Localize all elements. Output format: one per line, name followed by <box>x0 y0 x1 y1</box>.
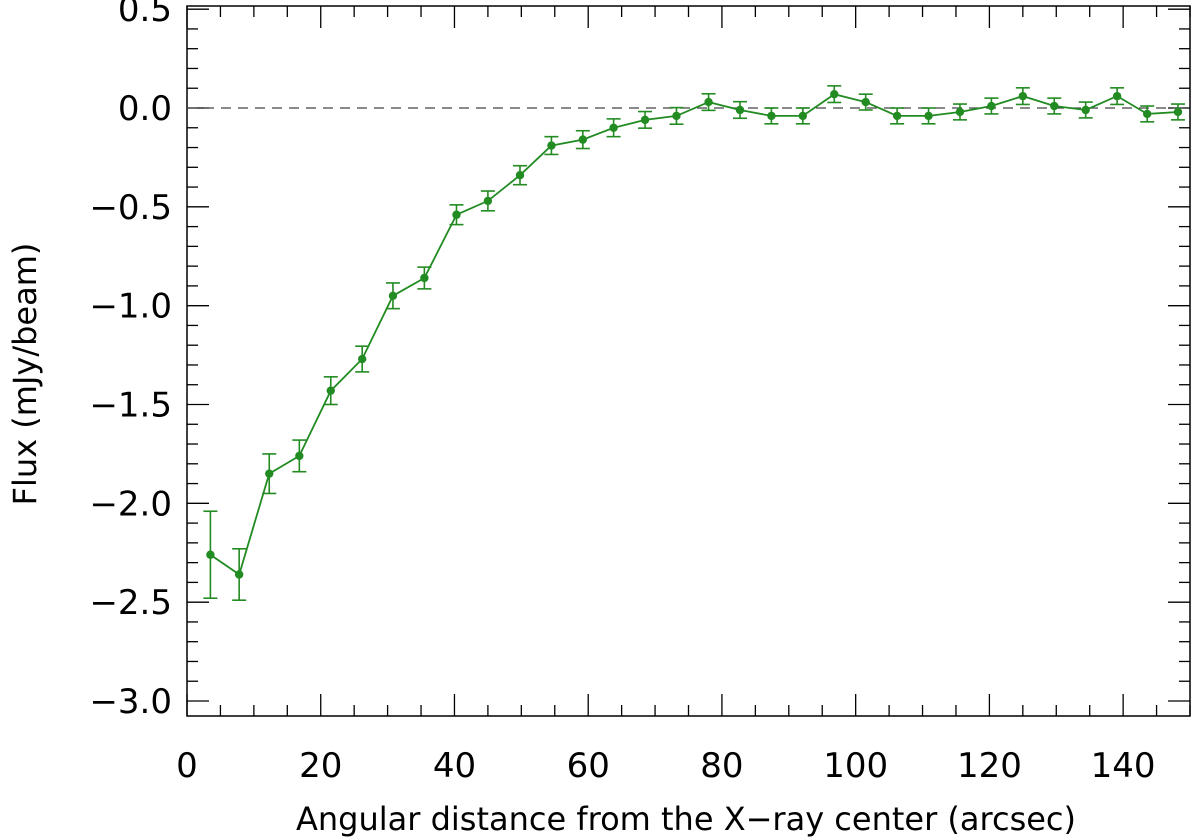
data-point <box>830 89 839 99</box>
data-point <box>672 111 681 121</box>
data-point <box>955 107 965 117</box>
data-point <box>1050 101 1059 111</box>
y-tick-label: 0.5 <box>118 0 172 30</box>
y-tick-label: −2.0 <box>89 484 172 524</box>
x-tick-label: 100 <box>823 746 888 786</box>
data-point <box>892 111 902 121</box>
data-point <box>206 550 215 559</box>
data-point <box>234 570 244 579</box>
data-point <box>987 101 996 111</box>
y-axis-title: Flux (mJy/beam) <box>6 243 44 506</box>
data-point <box>924 111 933 121</box>
x-tick-label: 0 <box>176 746 198 786</box>
data-point <box>861 97 870 107</box>
data-point <box>704 97 713 107</box>
y-tick-label: −1.5 <box>89 386 172 426</box>
x-tick-label: 60 <box>567 746 610 786</box>
data-point <box>515 171 525 180</box>
series-line <box>209 93 1179 576</box>
data-point <box>295 451 304 461</box>
plot-layer: 0 20 40 60 80 100 120 140 0.5 0.0 −0.5 −1.0 −1.5 −2.0… <box>89 0 1191 786</box>
data-point <box>326 386 335 395</box>
data-point <box>1173 107 1183 117</box>
data-point <box>640 115 650 125</box>
y-tick-label: −0.5 <box>89 188 172 228</box>
x-tick-label: 20 <box>299 746 342 786</box>
x-axis-title: Angular distance from the X−ray center (… <box>296 800 1076 838</box>
data-point <box>578 135 588 144</box>
x-tick-label: 140 <box>1091 746 1156 786</box>
data-point <box>265 469 274 478</box>
data-point <box>388 291 398 300</box>
data-point <box>609 123 618 132</box>
y-tick-label: −3.0 <box>89 682 172 722</box>
data-point <box>735 105 745 115</box>
data-point <box>483 196 493 206</box>
plot-frame <box>186 5 1191 717</box>
data-point <box>1018 91 1028 101</box>
data-point <box>767 111 776 121</box>
y-tick-label: 0.0 <box>118 89 172 129</box>
data-point <box>798 111 808 121</box>
data-point <box>1143 109 1152 119</box>
y-tick-label: −2.5 <box>89 583 172 623</box>
x-tick-label: 80 <box>700 746 743 786</box>
data-point <box>1112 91 1122 101</box>
x-tick-label: 120 <box>957 746 1022 786</box>
x-tick-label: 40 <box>433 746 476 786</box>
y-tick-label: −1.0 <box>89 287 172 327</box>
data-point <box>420 273 429 283</box>
data-point <box>452 210 461 219</box>
data-point <box>357 354 367 364</box>
data-point <box>1081 105 1090 115</box>
data-point <box>547 141 556 150</box>
